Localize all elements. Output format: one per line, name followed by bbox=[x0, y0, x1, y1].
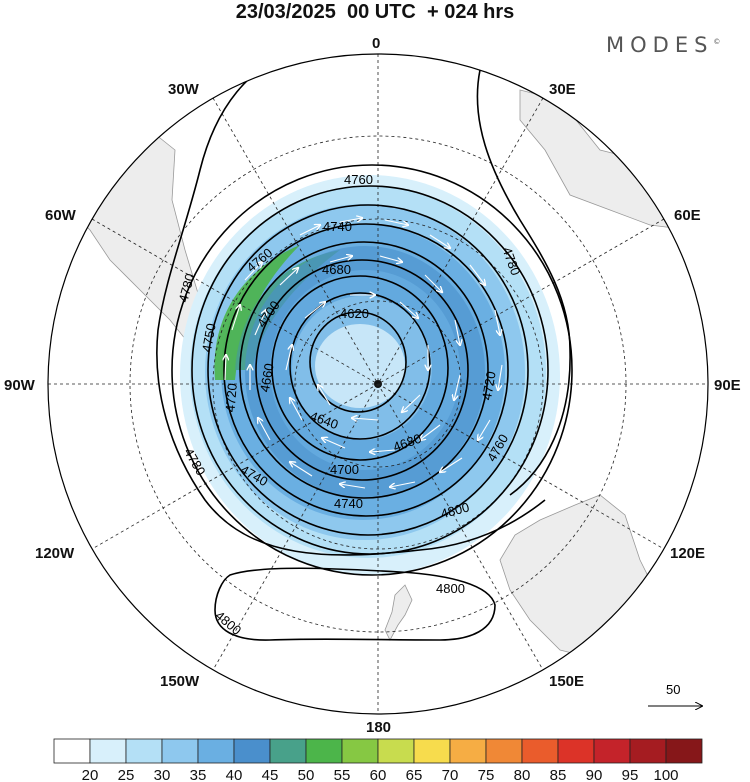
colorbar-swatch bbox=[89, 738, 127, 764]
lon-label-0: 0 bbox=[372, 35, 380, 52]
colorbar-label: 95 bbox=[622, 767, 639, 782]
colorbar-label: 25 bbox=[118, 767, 135, 782]
contour-label: 4800 bbox=[436, 581, 465, 596]
colorbar-swatch bbox=[593, 738, 631, 764]
contour-label: 4740 bbox=[323, 219, 352, 234]
colorbar-swatch bbox=[521, 738, 559, 764]
colorbar-label: 30 bbox=[154, 767, 171, 782]
colorbar-swatch bbox=[305, 738, 343, 764]
colorbar-swatch bbox=[665, 738, 703, 764]
lon-label-120w: 120W bbox=[35, 545, 75, 562]
wind-vectors bbox=[225, 218, 502, 488]
colorbar-label: 100 bbox=[653, 767, 678, 782]
contour-label: 4680 bbox=[322, 262, 351, 277]
colorbar-label: 90 bbox=[586, 767, 603, 782]
lon-label-120e: 120E bbox=[670, 545, 705, 562]
colorbar-swatch bbox=[413, 738, 451, 764]
lon-label-150e: 150E bbox=[549, 673, 584, 690]
lon-label-30e: 30E bbox=[549, 81, 576, 98]
reference-vector: 50 bbox=[648, 682, 702, 706]
height-contours bbox=[156, 54, 573, 641]
colorbar-swatch bbox=[341, 738, 379, 764]
contour-label: 4720 bbox=[222, 383, 239, 413]
colorbar-label: 60 bbox=[370, 767, 387, 782]
colorbar-label: 85 bbox=[550, 767, 567, 782]
contour-label: 4660 bbox=[257, 362, 277, 393]
colorbar-swatch bbox=[629, 738, 667, 764]
colorbar-swatch bbox=[557, 738, 595, 764]
colorbar-swatch bbox=[377, 738, 415, 764]
contour-label: 4620 bbox=[340, 306, 369, 321]
brand-text: MODES bbox=[606, 33, 714, 57]
contour-label: 4700 bbox=[330, 462, 359, 477]
lon-label-60w: 60W bbox=[45, 207, 77, 224]
modes-logo: MODES© bbox=[606, 33, 720, 57]
wind-shading bbox=[180, 175, 560, 575]
lon-label-180: 180 bbox=[366, 719, 391, 736]
colorbar-label: 75 bbox=[478, 767, 495, 782]
colorbar-swatch bbox=[449, 738, 487, 764]
contour-label: 4760 bbox=[344, 172, 373, 187]
lon-label-90w: 90W bbox=[4, 377, 36, 394]
colorbar-label: 55 bbox=[334, 767, 351, 782]
colorbar-label: 70 bbox=[442, 767, 459, 782]
contour-label: 4800 bbox=[439, 499, 471, 521]
map-boundary bbox=[47, 53, 709, 715]
lon-label-90e: 90E bbox=[714, 377, 741, 394]
lon-label-150w: 150W bbox=[160, 673, 200, 690]
copyright-mark: © bbox=[713, 38, 721, 46]
colorbar-label: 50 bbox=[298, 767, 315, 782]
colorbar-swatch bbox=[161, 738, 199, 764]
colorbar-swatch bbox=[233, 738, 271, 764]
colorbar-swatch bbox=[53, 738, 91, 764]
contour-label: 4720 bbox=[479, 370, 499, 401]
lon-label-30w: 30W bbox=[168, 81, 200, 98]
contour-label: 4740 bbox=[334, 496, 363, 511]
map-title: 23/03/2025 00 UTC + 024 hrs bbox=[235, 1, 515, 23]
contour-label: 4750 bbox=[199, 322, 219, 353]
longitude-labels: 0 30W 30E 60W 60E 90W 90E 120W 120E 150W… bbox=[4, 35, 741, 736]
colorbar: 20 25 30 35 40 45 50 55 60 65 70 75 80 85 90 95 100 bbox=[53, 738, 703, 782]
colorbar-swatch bbox=[197, 738, 235, 764]
colorbar-label: 35 bbox=[190, 767, 207, 782]
colorbar-swatch bbox=[269, 738, 307, 764]
colorbar-swatch bbox=[125, 738, 163, 764]
colorbar-label: 45 bbox=[262, 767, 279, 782]
lon-label-60e: 60E bbox=[674, 207, 701, 224]
colorbar-label: 65 bbox=[406, 767, 423, 782]
colorbar-swatch bbox=[485, 738, 523, 764]
colorbar-label: 20 bbox=[82, 767, 99, 782]
colorbar-label: 80 bbox=[514, 767, 531, 782]
new-zealand-land bbox=[384, 584, 413, 641]
reference-vector-value: 50 bbox=[666, 682, 680, 697]
colorbar-label: 40 bbox=[226, 767, 243, 782]
graticule bbox=[48, 54, 708, 714]
contour-label: 4780 bbox=[176, 272, 198, 304]
